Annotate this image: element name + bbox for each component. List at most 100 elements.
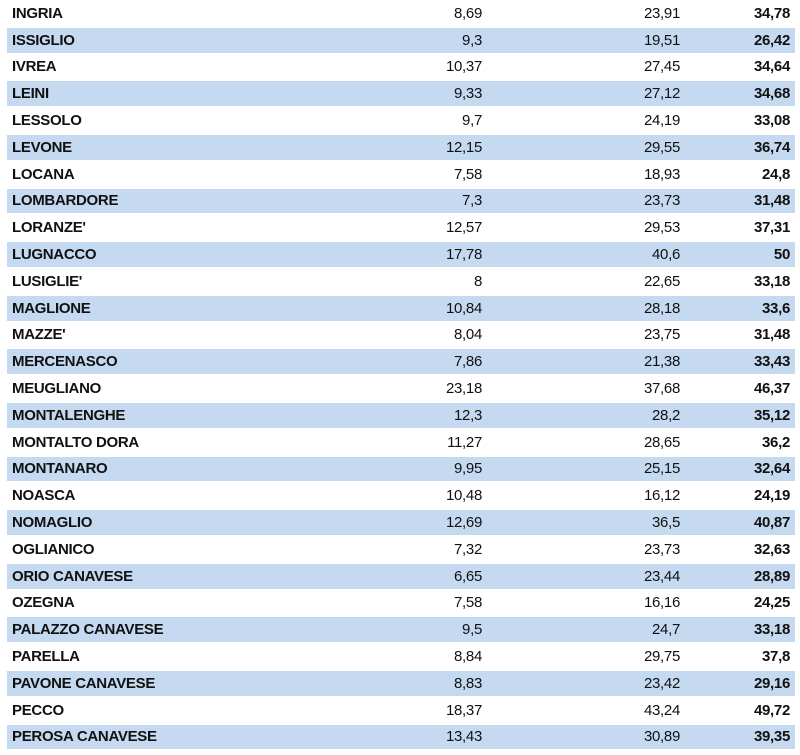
value-cell-v2: 24,19 <box>487 107 685 135</box>
value-cell-v2: 29,53 <box>487 214 685 243</box>
value-cell-v1: 9,3 <box>317 26 487 55</box>
value-cell-v2: 43,24 <box>487 696 685 725</box>
table-row: NOMAGLIO 12,69 36,5 40,87 <box>7 509 795 537</box>
value-cell-v3: 36,74 <box>685 133 795 162</box>
table-row: LUSIGLIE' 8 22,65 33,18 <box>7 267 795 296</box>
municipality-cell: IVREA <box>7 53 317 82</box>
municipality-cell: MAGLIONE <box>7 294 317 323</box>
value-cell-v1: 7,32 <box>317 535 487 564</box>
table-row: IVREA 10,37 27,45 34,64 <box>7 53 795 82</box>
municipality-cell: PAVONE CANAVESE <box>7 669 317 698</box>
value-cell-v1: 12,57 <box>317 214 487 243</box>
value-cell-v1: 8,83 <box>317 669 487 698</box>
value-cell-v2: 36,5 <box>487 509 685 537</box>
value-cell-v2: 23,73 <box>487 187 685 216</box>
value-cell-v1: 9,33 <box>317 80 487 109</box>
value-cell-v2: 28,18 <box>487 294 685 323</box>
table-row: MONTALTO DORA 11,27 28,65 36,2 <box>7 428 795 457</box>
municipality-cell: MEUGLIANO <box>7 375 317 403</box>
municipality-cell: PALAZZO CANAVESE <box>7 616 317 645</box>
municipality-cell: PECCO <box>7 696 317 725</box>
table-row: LEINI 9,33 27,12 34,68 <box>7 80 795 109</box>
value-cell-v3: 49,72 <box>685 696 795 725</box>
value-cell-v3: 29,16 <box>685 669 795 698</box>
municipality-cell: LOCANA <box>7 160 317 189</box>
table-row: INGRIA 8,69 23,91 34,78 <box>7 1 795 28</box>
value-cell-v2: 23,75 <box>487 321 685 350</box>
value-cell-v3: 36,2 <box>685 428 795 457</box>
value-cell-v3: 37,8 <box>685 643 795 671</box>
municipality-cell: LORANZE' <box>7 214 317 243</box>
table-row: MAZZE' 8,04 23,75 31,48 <box>7 321 795 350</box>
value-cell-v3: 33,43 <box>685 348 795 377</box>
table-row: OZEGNA 7,58 16,16 24,25 <box>7 589 795 618</box>
value-cell-v1: 6,65 <box>317 562 487 591</box>
value-cell-v1: 23,18 <box>317 375 487 403</box>
value-cell-v2: 19,51 <box>487 26 685 55</box>
municipality-cell: MONTANARO <box>7 455 317 484</box>
municipality-cell: LUSIGLIE' <box>7 267 317 296</box>
table-row: NOASCA 10,48 16,12 24,19 <box>7 482 795 511</box>
value-cell-v1: 12,15 <box>317 133 487 162</box>
value-cell-v3: 37,31 <box>685 214 795 243</box>
value-cell-v2: 23,42 <box>487 669 685 698</box>
value-cell-v2: 18,93 <box>487 160 685 189</box>
table-row: OGLIANICO 7,32 23,73 32,63 <box>7 535 795 564</box>
table-row: PAVONE CANAVESE 8,83 23,42 29,16 <box>7 669 795 698</box>
table-row: PARELLA 8,84 29,75 37,8 <box>7 643 795 671</box>
value-cell-v3: 31,48 <box>685 187 795 216</box>
value-cell-v2: 28,2 <box>487 401 685 430</box>
value-cell-v1: 8,84 <box>317 643 487 671</box>
value-cell-v1: 9,95 <box>317 455 487 484</box>
value-cell-v3: 24,8 <box>685 160 795 189</box>
table-row: ISSIGLIO 9,3 19,51 26,42 <box>7 26 795 55</box>
data-table: INGRIA 8,69 23,91 34,78 ISSIGLIO 9,3 19,51 26,4… <box>7 1 795 752</box>
municipality-cell: ORIO CANAVESE <box>7 562 317 591</box>
value-cell-v1: 8 <box>317 267 487 296</box>
value-cell-v3: 24,19 <box>685 482 795 511</box>
value-cell-v3: 31,48 <box>685 321 795 350</box>
municipality-cell: MERCENASCO <box>7 348 317 377</box>
value-cell-v3: 32,63 <box>685 535 795 564</box>
value-cell-v3: 26,42 <box>685 26 795 55</box>
value-cell-v2: 22,65 <box>487 267 685 296</box>
value-cell-v1: 8,69 <box>317 1 487 28</box>
municipality-cell: MONTALENGHE <box>7 401 317 430</box>
value-cell-v3: 33,08 <box>685 107 795 135</box>
value-cell-v3: 50 <box>685 241 795 269</box>
value-cell-v1: 8,04 <box>317 321 487 350</box>
value-cell-v3: 24,25 <box>685 589 795 618</box>
municipality-cell: LUGNACCO <box>7 241 317 269</box>
value-cell-v1: 13,43 <box>317 723 487 752</box>
municipality-cell: PEROSA CANAVESE <box>7 723 317 752</box>
table-row: MEUGLIANO 23,18 37,68 46,37 <box>7 375 795 403</box>
table-row: LEVONE 12,15 29,55 36,74 <box>7 133 795 162</box>
value-cell-v2: 16,16 <box>487 589 685 618</box>
value-cell-v1: 18,37 <box>317 696 487 725</box>
municipality-cell: NOMAGLIO <box>7 509 317 537</box>
municipality-cell: OGLIANICO <box>7 535 317 564</box>
municipality-cell: LEINI <box>7 80 317 109</box>
value-cell-v3: 40,87 <box>685 509 795 537</box>
value-cell-v2: 28,65 <box>487 428 685 457</box>
value-cell-v2: 23,73 <box>487 535 685 564</box>
value-cell-v3: 39,35 <box>685 723 795 752</box>
value-cell-v3: 33,18 <box>685 267 795 296</box>
value-cell-v3: 33,18 <box>685 616 795 645</box>
municipality-cell: INGRIA <box>7 1 317 28</box>
value-cell-v2: 30,89 <box>487 723 685 752</box>
value-cell-v1: 7,3 <box>317 187 487 216</box>
value-cell-v2: 23,91 <box>487 1 685 28</box>
table-row: MAGLIONE 10,84 28,18 33,6 <box>7 294 795 323</box>
table-row: LORANZE' 12,57 29,53 37,31 <box>7 214 795 243</box>
table-row: LUGNACCO 17,78 40,6 50 <box>7 241 795 269</box>
value-cell-v1: 11,27 <box>317 428 487 457</box>
table-row: LESSOLO 9,7 24,19 33,08 <box>7 107 795 135</box>
table-row: PECCO 18,37 43,24 49,72 <box>7 696 795 725</box>
value-cell-v3: 28,89 <box>685 562 795 591</box>
table-row: PALAZZO CANAVESE 9,5 24,7 33,18 <box>7 616 795 645</box>
value-cell-v2: 16,12 <box>487 482 685 511</box>
municipality-cell: LEVONE <box>7 133 317 162</box>
value-cell-v1: 9,7 <box>317 107 487 135</box>
value-cell-v1: 10,37 <box>317 53 487 82</box>
